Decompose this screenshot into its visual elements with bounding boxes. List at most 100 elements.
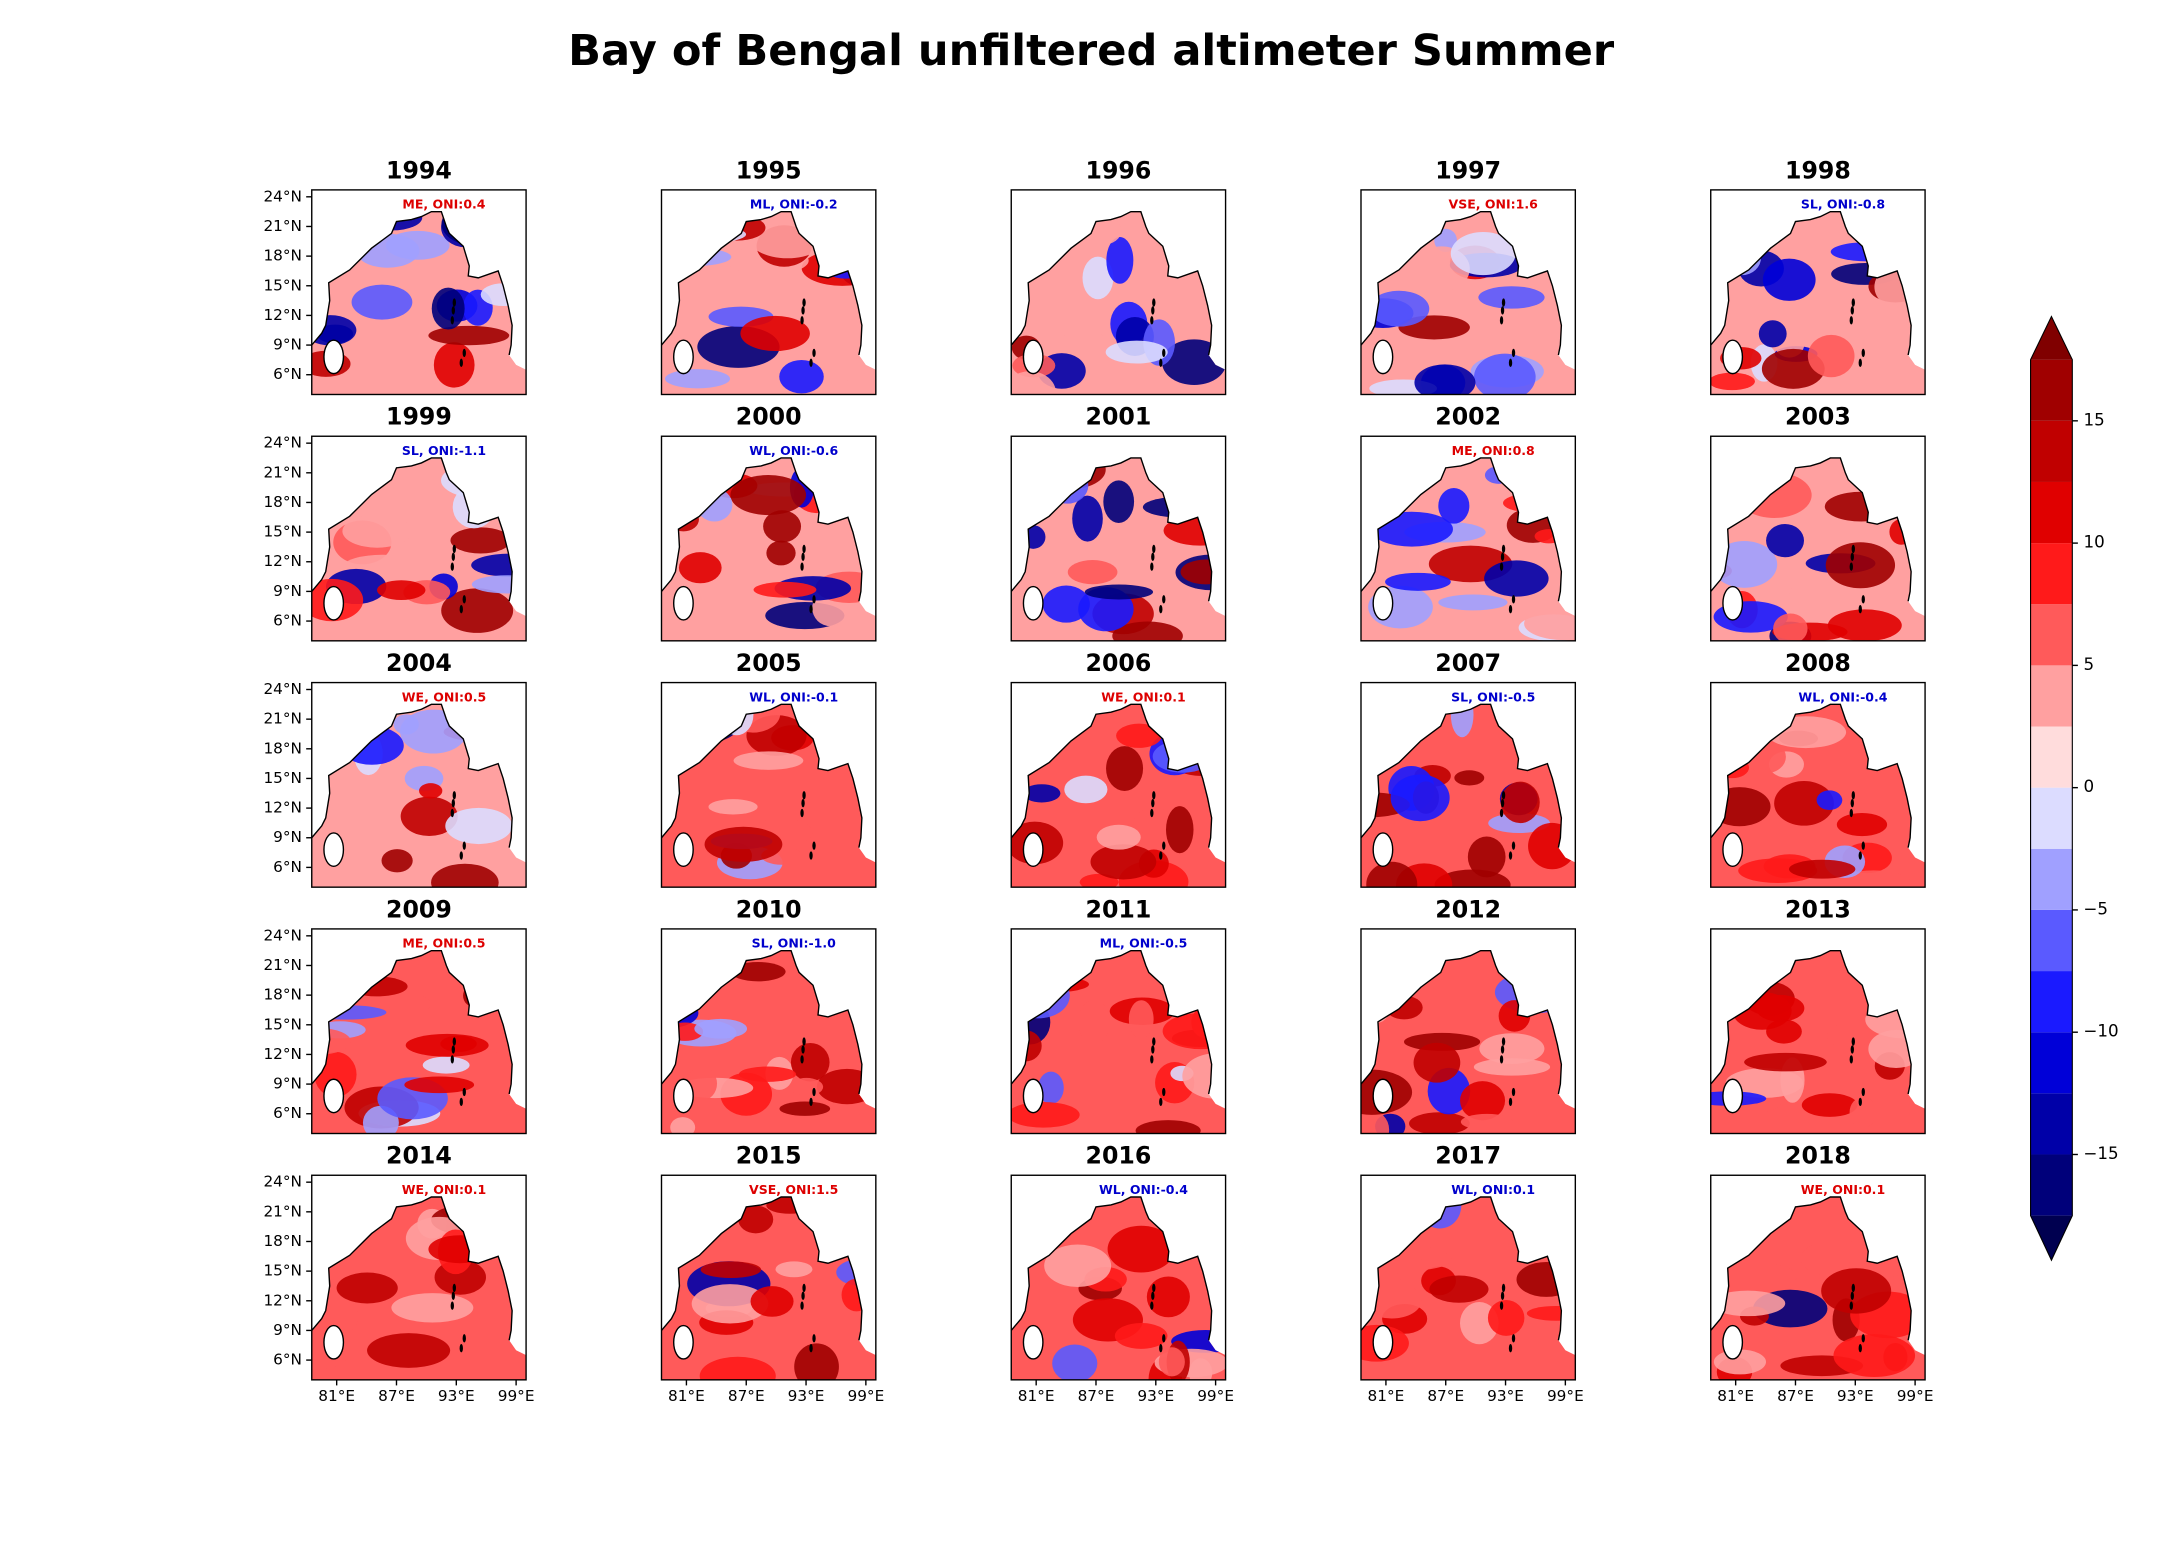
island (1511, 595, 1516, 604)
enso-annotation: WE, ONI:0.5 (402, 689, 486, 704)
field-blob (1450, 231, 1516, 276)
field-blob (704, 826, 783, 862)
panel-title: 1999 (386, 403, 452, 431)
island (451, 306, 455, 315)
y-tick-label: 12°N (263, 799, 302, 817)
colorbar-outline (2030, 315, 2073, 1262)
sri-lanka (323, 1324, 345, 1360)
sri-lanka (672, 1078, 694, 1114)
field-blob (1467, 836, 1506, 878)
field-blob (1116, 723, 1162, 748)
island (801, 1045, 805, 1054)
colorbar-band (2030, 971, 2073, 1033)
field-blob (1500, 781, 1540, 824)
island (1850, 1045, 1854, 1054)
island (1850, 552, 1854, 561)
field-blob (1849, 1097, 1877, 1128)
field-blob (450, 527, 511, 554)
sri-lanka (1022, 1324, 1044, 1360)
field-blob (1484, 560, 1549, 597)
field-blob (1789, 859, 1856, 879)
x-tick-label: 99°E (1547, 1387, 1584, 1405)
y-tick-label: 18°N (263, 493, 302, 511)
island (809, 605, 813, 614)
island (1152, 1283, 1156, 1293)
field-blob (1134, 807, 1175, 836)
field-blob (1434, 869, 1511, 888)
sri-lanka (1022, 339, 1044, 375)
island (1851, 791, 1855, 800)
island (1500, 1045, 1505, 1054)
island (1159, 605, 1163, 614)
field-blob (1488, 813, 1550, 834)
field-blob (1460, 1081, 1506, 1121)
colorbar-tick-label: 15 (2083, 409, 2104, 429)
map-panel: 2006 WE, ONI:0.1 (1010, 649, 1227, 888)
island (809, 1097, 813, 1107)
island (1151, 1045, 1155, 1054)
field-blob (1106, 236, 1134, 284)
field-blob (730, 475, 807, 516)
island (802, 544, 806, 554)
field-blob (1112, 621, 1183, 641)
colorbar-tick-label: 10 (2083, 532, 2104, 552)
colorbar-band (2030, 726, 2073, 788)
coastline (1010, 703, 1213, 848)
island (1861, 1334, 1865, 1343)
island (450, 562, 454, 571)
y-tick-label: 21°N (263, 217, 302, 235)
panel-frame (311, 435, 527, 642)
island (812, 1334, 816, 1343)
map-panel: 2004 WE, ONI:0.5 24°N 21°N 18°N 15°N 12°N 9°N 6°… (263, 649, 527, 888)
island (1162, 1334, 1166, 1343)
enso-annotation: WE, ONI:0.1 (402, 1182, 486, 1197)
coastline (660, 703, 863, 848)
panel-frame (660, 1174, 877, 1381)
field-blob (1106, 746, 1144, 791)
field-blob (1833, 1334, 1916, 1378)
field-blob (377, 580, 426, 600)
coastline (1010, 457, 1213, 602)
map-panel: 1995 ML, ONI:-0.2 (660, 156, 877, 396)
field-blob (1438, 488, 1470, 524)
island (1150, 316, 1154, 325)
field-blob (1403, 1032, 1481, 1051)
field-blob (1816, 790, 1843, 810)
map-panel: 2018 WE, ONI:0.1 81°E 87°E 93°E 99°E (1710, 1142, 1933, 1405)
panel-title: 1995 (736, 156, 802, 184)
x-tick-label: 87°E (728, 1387, 765, 1405)
y-tick-label: 21°N (263, 956, 302, 974)
panel-frame (311, 928, 527, 1135)
panel-frame (660, 681, 877, 888)
panel-title: 2013 (1785, 895, 1851, 923)
sri-lanka (1022, 1078, 1044, 1114)
island (459, 605, 463, 614)
y-tick-label: 9°N (273, 582, 302, 600)
field-blob (1414, 364, 1476, 395)
field-blob (405, 1033, 489, 1057)
field-blob (1038, 1071, 1064, 1105)
map-panel: 2000 WL, ONI:-0.6 (660, 403, 877, 642)
island (459, 851, 463, 860)
island (1851, 298, 1855, 307)
field-blob (753, 581, 817, 598)
panel-title: 2008 (1785, 649, 1851, 677)
island (1500, 552, 1505, 561)
enso-annotation: WL, ONI:-0.4 (1798, 689, 1887, 704)
x-tick-label: 93°E (1487, 1387, 1524, 1405)
colorbar-tick-label: 5 (2083, 654, 2094, 674)
island (1152, 298, 1156, 307)
field-blob (1011, 1102, 1080, 1128)
island (800, 316, 804, 325)
field-blob (1774, 781, 1834, 826)
y-tick-label: 9°N (273, 336, 302, 354)
map-panel: 2007 SL, ONI:-0.5 (1360, 649, 1577, 888)
field-blob (1807, 334, 1855, 378)
island (1499, 808, 1504, 818)
panel-frame (1710, 189, 1926, 396)
sri-lanka (1722, 832, 1744, 868)
x-tick-label: 81°E (1717, 1387, 1754, 1405)
panel-frame (660, 189, 877, 396)
island (1501, 544, 1506, 554)
